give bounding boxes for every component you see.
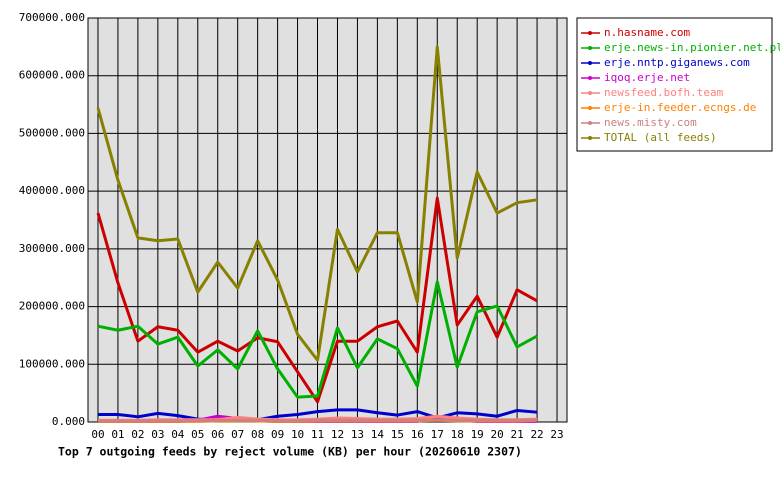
legend-label: news.misty.com [604, 116, 697, 129]
x-tick-label: 11 [311, 428, 324, 441]
legend-dot [588, 76, 592, 80]
legend-label: erje-in.feeder.ecngs.de [604, 101, 756, 114]
x-tick-label: 10 [291, 428, 304, 441]
x-tick-label: 20 [491, 428, 504, 441]
x-tick-label: 13 [351, 428, 364, 441]
legend-label: n.hasname.com [604, 26, 690, 39]
legend-label: iqoq.erje.net [604, 71, 690, 84]
y-tick-label: 200000.000 [19, 300, 85, 313]
y-tick-label: 400000.000 [19, 184, 85, 197]
y-tick-label: 500000.000 [19, 126, 85, 139]
y-tick-label: 700000.000 [19, 11, 85, 24]
plot-area [87, 17, 568, 423]
x-tick-label: 16 [411, 428, 424, 441]
legend-box [576, 17, 773, 152]
x-tick-label: 03 [151, 428, 164, 441]
x-tick-label: 07 [231, 428, 244, 441]
x-tick-label: 09 [271, 428, 284, 441]
x-tick-label: 08 [251, 428, 264, 441]
y-tick-label: 300000.000 [19, 242, 85, 255]
x-tick-label: 15 [391, 428, 404, 441]
y-tick-label: 0.000 [52, 415, 85, 428]
x-tick-label: 22 [530, 428, 543, 441]
x-tick-label: 14 [371, 428, 385, 441]
series-line [97, 418, 538, 423]
x-tick-label: 06 [211, 428, 224, 441]
x-tick-label: 02 [131, 428, 144, 441]
x-tick-label: 19 [471, 428, 484, 441]
x-tick-label: 12 [331, 428, 344, 441]
legend-dot [588, 106, 592, 110]
legend-label: newsfeed.bofh.team [604, 86, 724, 99]
x-tick-label: 17 [431, 428, 444, 441]
legend-dot [588, 61, 592, 65]
legend-dot [588, 91, 592, 95]
y-tick-label: 100000.000 [19, 357, 85, 370]
x-tick-label: 00 [91, 428, 104, 441]
series-line [97, 280, 538, 399]
series-line [96, 196, 538, 404]
legend-dot [588, 121, 592, 125]
series-line [96, 45, 538, 362]
series-line [97, 408, 538, 423]
x-tick-label: 05 [191, 428, 204, 441]
legend-dot [588, 136, 592, 140]
x-tick-label: 18 [451, 428, 464, 441]
legend-label: erje.news-in.pionier.net.pl [604, 41, 780, 54]
legend-dot [588, 31, 592, 35]
x-tick-label: 04 [171, 428, 185, 441]
x-tick-label: 21 [510, 428, 523, 441]
y-tick-label: 600000.000 [19, 69, 85, 82]
legend-label: erje.nntp.giganews.com [604, 56, 750, 69]
legend-label: TOTAL (all feeds) [604, 131, 717, 144]
legend-dot [588, 46, 592, 50]
x-tick-label: 01 [111, 428, 124, 441]
x-tick-label: 23 [550, 428, 563, 441]
chart-title: Top 7 outgoing feeds by reject volume (K… [58, 445, 522, 459]
